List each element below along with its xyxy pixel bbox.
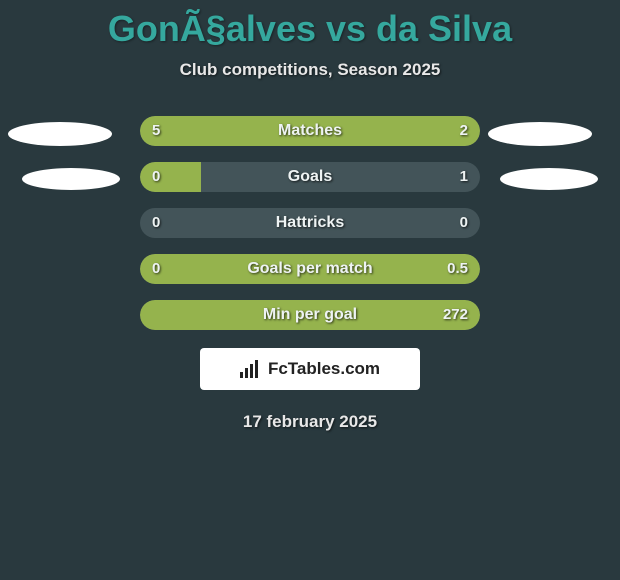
stat-label: Goals	[140, 162, 480, 192]
branding-badge: FcTables.com	[200, 348, 420, 390]
footer-date: 17 february 2025	[0, 412, 620, 432]
player-left-ellipse	[8, 122, 112, 146]
bar-goals: 0 Goals 1	[140, 162, 480, 192]
stat-row-matches: 5 Matches 2	[0, 116, 620, 146]
bar-hattricks: 0 Hattricks 0	[140, 208, 480, 238]
player-left-ellipse	[22, 168, 120, 190]
branding-text: FcTables.com	[268, 359, 380, 379]
bar-gpm: 0 Goals per match 0.5	[140, 254, 480, 284]
stat-row-hattricks: 0 Hattricks 0	[0, 208, 620, 238]
stat-label: Hattricks	[140, 208, 480, 238]
comparison-rows: 5 Matches 2 0 Goals 1 0 Hattricks 0	[0, 116, 620, 330]
bar-mpg: Min per goal 272	[140, 300, 480, 330]
player-right-ellipse	[488, 122, 592, 146]
bar-matches: 5 Matches 2	[140, 116, 480, 146]
value-right: 2	[460, 116, 468, 146]
stat-label: Min per goal	[140, 300, 480, 330]
stat-label: Goals per match	[140, 254, 480, 284]
value-right: 0	[460, 208, 468, 238]
player-right-ellipse	[500, 168, 598, 190]
value-right: 272	[443, 300, 468, 330]
stat-label: Matches	[140, 116, 480, 146]
stat-row-gpm: 0 Goals per match 0.5	[0, 254, 620, 284]
page-subtitle: Club competitions, Season 2025	[0, 60, 620, 80]
page-title: GonÃ§alves vs da Silva	[0, 0, 620, 50]
value-right: 1	[460, 162, 468, 192]
value-right: 0.5	[447, 254, 468, 284]
chart-bars-icon	[240, 360, 262, 378]
stat-row-mpg: Min per goal 272	[0, 300, 620, 330]
stat-row-goals: 0 Goals 1	[0, 162, 620, 192]
